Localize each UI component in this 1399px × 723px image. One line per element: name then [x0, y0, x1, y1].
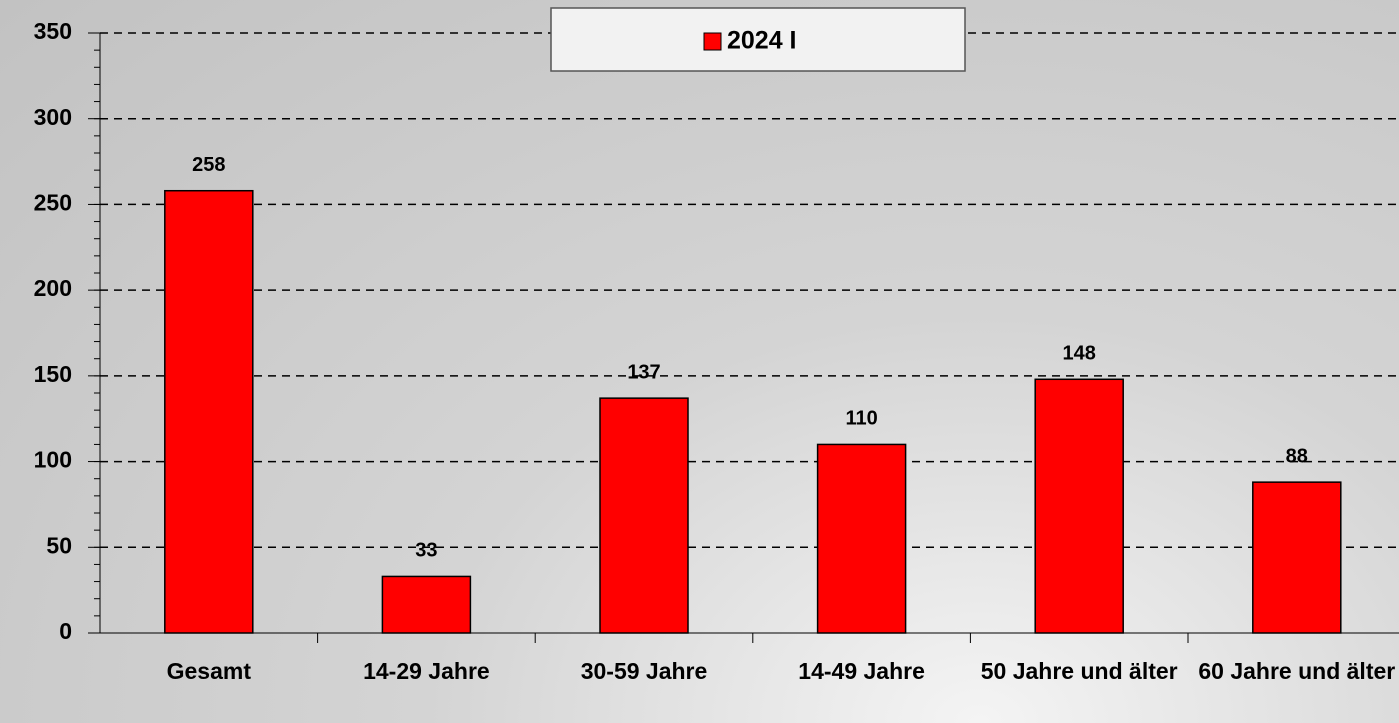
data-label: 33: [415, 540, 437, 562]
y-tick-label: 150: [34, 361, 72, 387]
x-tick-label: 14-29 Jahre: [363, 658, 490, 684]
bar: [1252, 481, 1342, 634]
data-label: 110: [845, 408, 877, 430]
y-tick-label: 200: [34, 275, 72, 301]
data-label: 137: [627, 361, 660, 383]
x-tick-label: 50 Jahre und älter: [980, 658, 1178, 684]
bar: [816, 443, 907, 634]
y-tick-label: 100: [34, 447, 72, 473]
x-tick-label: 30-59 Jahre: [580, 658, 708, 684]
data-label: 88: [1286, 445, 1308, 467]
x-tick-label: 60 Jahre und älter: [1198, 658, 1396, 684]
bar: [164, 189, 254, 634]
y-tick-label: 0: [59, 618, 72, 644]
data-label: 148: [1063, 343, 1096, 365]
legend-label: 2024 I: [727, 27, 797, 55]
legend-swatch: [703, 32, 722, 51]
data-label: 258: [192, 154, 225, 176]
y-tick-label: 350: [34, 18, 72, 44]
y-tick-label: 50: [46, 532, 72, 558]
x-tick-label: Gesamt: [166, 658, 251, 684]
y-tick-label: 250: [34, 190, 72, 216]
legend-box: [550, 7, 966, 72]
bar: [381, 575, 472, 634]
x-tick-label: 14-49 Jahre: [798, 658, 925, 684]
bar: [1034, 378, 1124, 634]
y-tick-label: 300: [34, 104, 72, 130]
bar: [599, 397, 689, 634]
